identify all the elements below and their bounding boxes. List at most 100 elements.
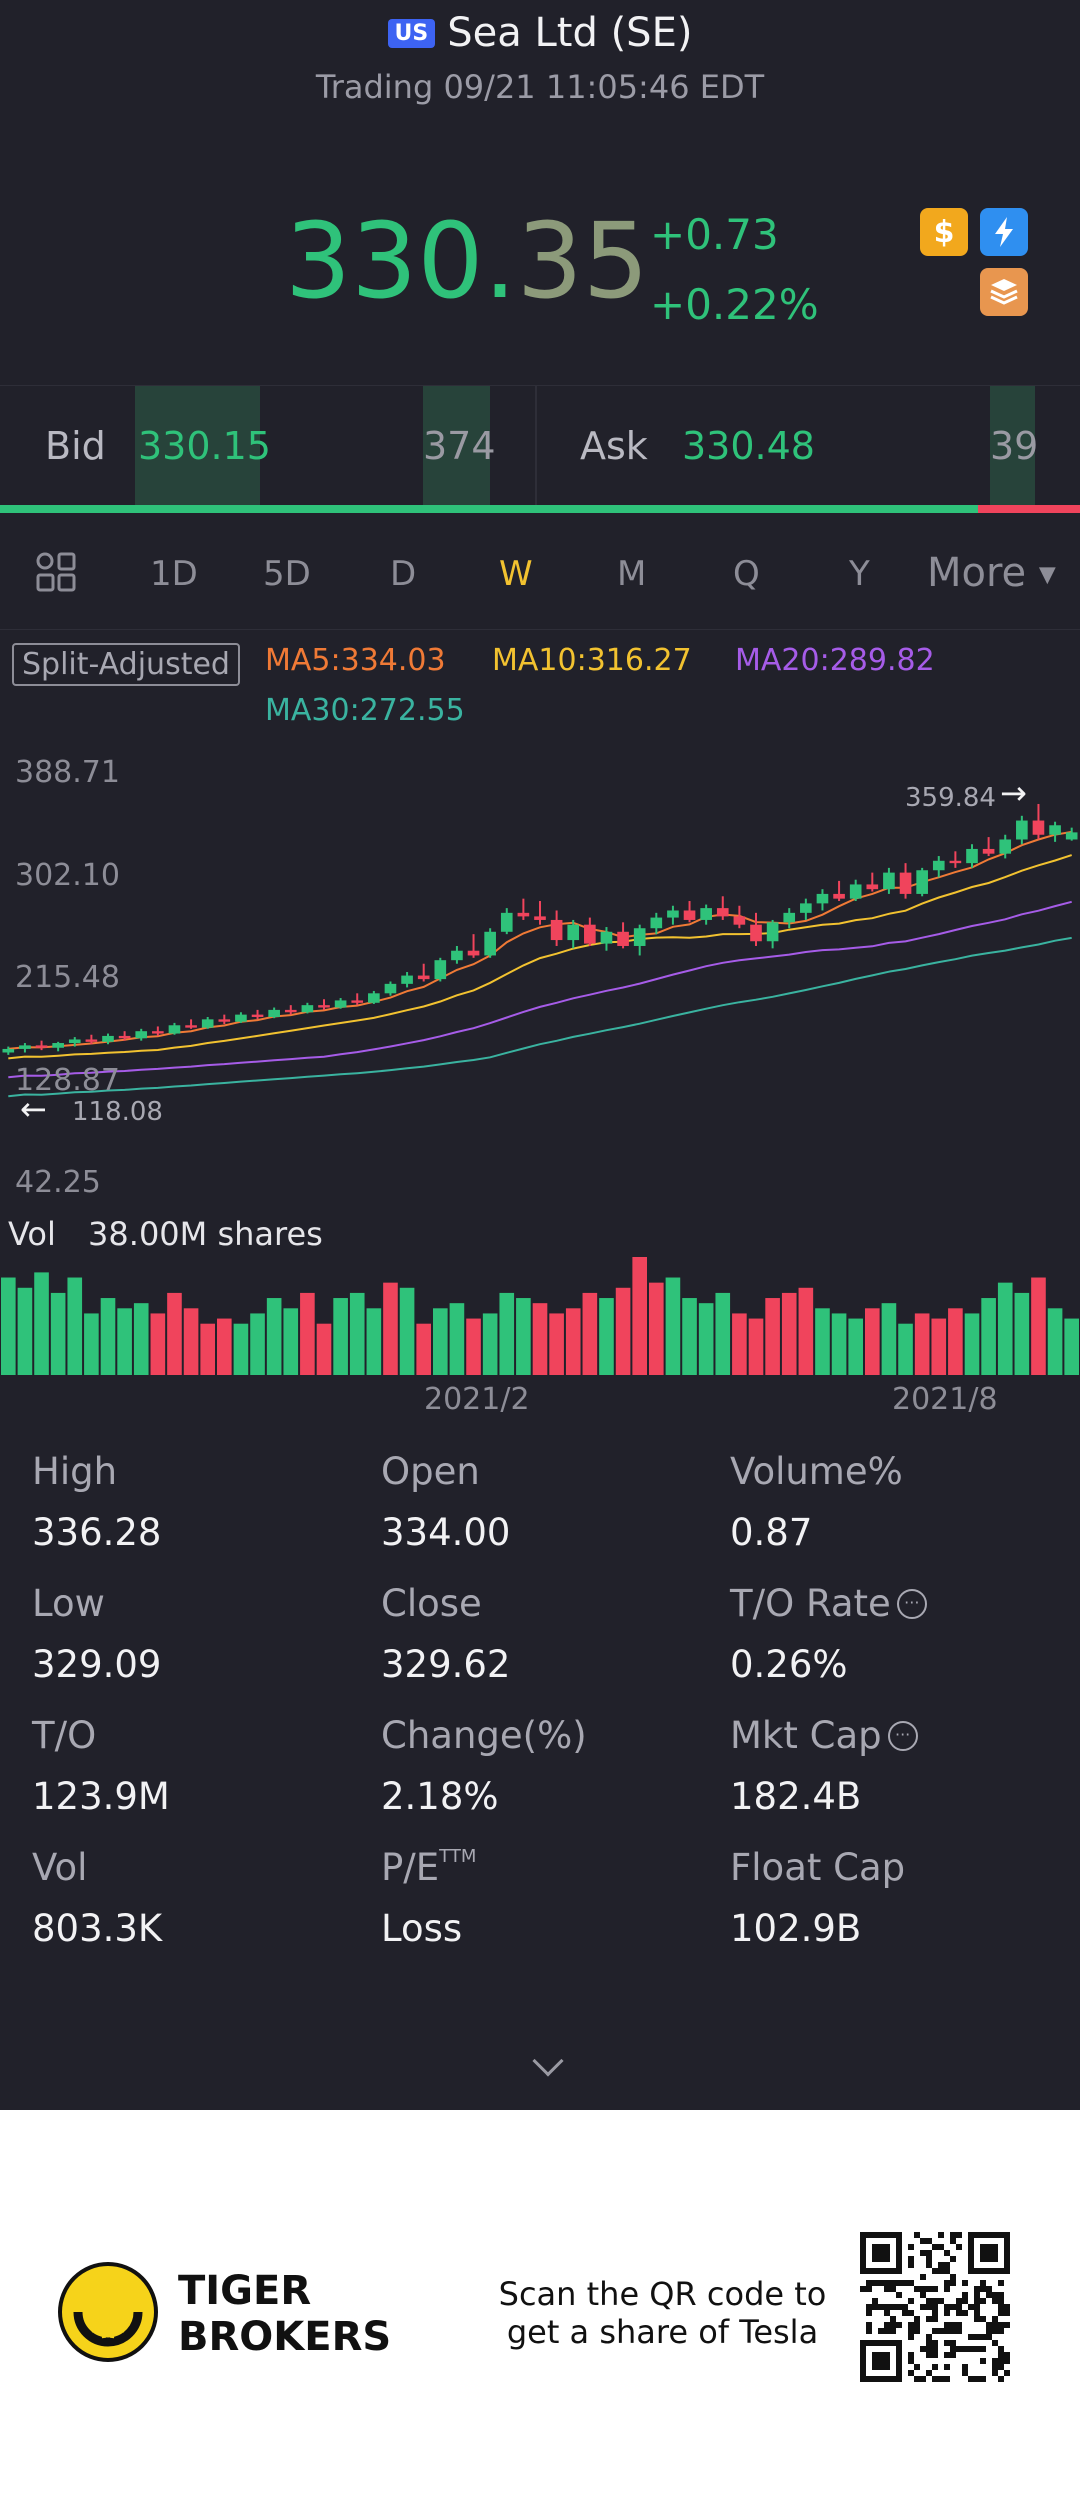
qr-module — [944, 2376, 950, 2382]
candle-body — [999, 839, 1012, 854]
candle-body — [949, 860, 962, 864]
candlestick-chart[interactable] — [0, 740, 1080, 1200]
qr-module — [866, 2280, 872, 2286]
qr-code-icon[interactable] — [860, 2232, 1010, 2382]
candle-body — [168, 1025, 181, 1034]
qr-module — [944, 2328, 950, 2334]
stock-title: Sea Ltd (SE) — [447, 10, 693, 56]
qr-module — [998, 2310, 1004, 2316]
qr-module — [992, 2298, 998, 2304]
info-icon[interactable]: ··· — [896, 1588, 927, 1619]
qr-module — [974, 2346, 980, 2352]
candle-body — [152, 1031, 164, 1034]
qr-module — [938, 2376, 944, 2382]
tab-more[interactable]: More ▼ — [927, 550, 1056, 596]
candle-body — [1016, 820, 1028, 840]
candle-body — [368, 993, 380, 1003]
qr-module — [920, 2286, 926, 2292]
tab-y[interactable]: Y — [849, 554, 870, 594]
stat-open: Open 334.00 — [381, 1450, 511, 1554]
qr-module — [890, 2280, 896, 2286]
ask-ratio-bar — [978, 505, 1080, 513]
volume-bar — [499, 1292, 515, 1375]
tab-1d[interactable]: 1D — [150, 554, 198, 594]
volume-bar — [948, 1308, 963, 1375]
qr-module — [974, 2310, 980, 2316]
qr-module — [944, 2310, 950, 2316]
qr-module — [968, 2376, 974, 2382]
qr-module — [944, 2352, 950, 2358]
qr-module — [896, 2292, 902, 2298]
qr-module — [920, 2346, 926, 2352]
qr-module — [1004, 2310, 1010, 2316]
volume-bar — [200, 1323, 215, 1375]
qr-module — [956, 2328, 962, 2334]
qr-module — [980, 2280, 986, 2286]
candle-body — [550, 919, 563, 941]
volume-bar — [433, 1308, 448, 1375]
qr-module — [908, 2310, 914, 2316]
qr-module — [920, 2238, 926, 2244]
qr-module — [872, 2280, 878, 2286]
stat-volume-pct: Volume% 0.87 — [730, 1450, 903, 1554]
volume-bar — [250, 1313, 265, 1375]
chevron-down-icon: ▼ — [1038, 562, 1056, 588]
price-change: +0.73 +0.22% — [650, 200, 819, 340]
tab-5d[interactable]: 5D — [263, 554, 311, 594]
tab-d[interactable]: D — [390, 554, 417, 594]
volume-bar — [266, 1298, 282, 1375]
info-icon[interactable]: ··· — [887, 1720, 918, 1751]
qr-module — [914, 2376, 920, 2382]
qr-module — [884, 2286, 890, 2292]
ma20-value: MA20:289.82 — [735, 643, 935, 678]
split-adjusted-toggle[interactable]: Split-Adjusted — [12, 643, 240, 686]
candle-body — [334, 1000, 347, 1008]
lightning-icon[interactable] — [980, 208, 1028, 256]
candle-body — [567, 924, 580, 941]
qr-module — [884, 2322, 890, 2328]
chart-layout-icon[interactable] — [34, 550, 78, 598]
candle-body — [633, 928, 646, 946]
volume-bar — [349, 1292, 365, 1375]
qr-module — [872, 2304, 878, 2310]
candle-body — [401, 975, 413, 984]
qr-module — [908, 2262, 914, 2268]
ma20-line — [8, 900, 1072, 1079]
qr-module — [908, 2370, 914, 2376]
qr-module — [1004, 2304, 1010, 2310]
candle-body — [467, 950, 480, 956]
qr-module — [932, 2364, 938, 2370]
qr-module — [902, 2280, 908, 2286]
qr-module — [998, 2304, 1004, 2310]
dollar-icon[interactable]: $ — [920, 208, 968, 256]
candle-body — [932, 860, 945, 871]
candle-body — [899, 872, 912, 894]
qr-module — [866, 2322, 872, 2328]
volume-bar — [565, 1308, 581, 1375]
qr-module — [932, 2316, 938, 2322]
volume-bar — [67, 1277, 83, 1375]
tab-w[interactable]: W — [499, 554, 533, 594]
volume-value: 38.00M shares — [88, 1215, 323, 1253]
title-row: US Sea Ltd (SE) — [0, 10, 1080, 56]
tab-q[interactable]: Q — [733, 554, 760, 594]
volume-bar — [133, 1303, 149, 1375]
pe-superscript: TTM — [439, 1846, 477, 1867]
tab-m[interactable]: M — [617, 554, 647, 594]
volume-bar — [34, 1272, 49, 1375]
volume-bar — [449, 1303, 465, 1375]
stack-icon[interactable] — [980, 268, 1028, 316]
qr-module — [926, 2250, 932, 2256]
qr-module — [890, 2328, 896, 2334]
candle-body — [883, 872, 895, 890]
candle-body — [800, 903, 812, 913]
candle-body — [384, 983, 397, 994]
qr-module — [938, 2244, 944, 2250]
qr-module — [908, 2328, 914, 2334]
qr-module — [992, 2292, 998, 2298]
candle-body — [517, 912, 530, 917]
qr-module — [950, 2232, 956, 2238]
bid-ask-panel: Bid 330.15 374 Ask 330.48 39 — [0, 385, 1080, 508]
price-integer: 330. — [285, 200, 517, 322]
candle-body — [750, 924, 762, 942]
